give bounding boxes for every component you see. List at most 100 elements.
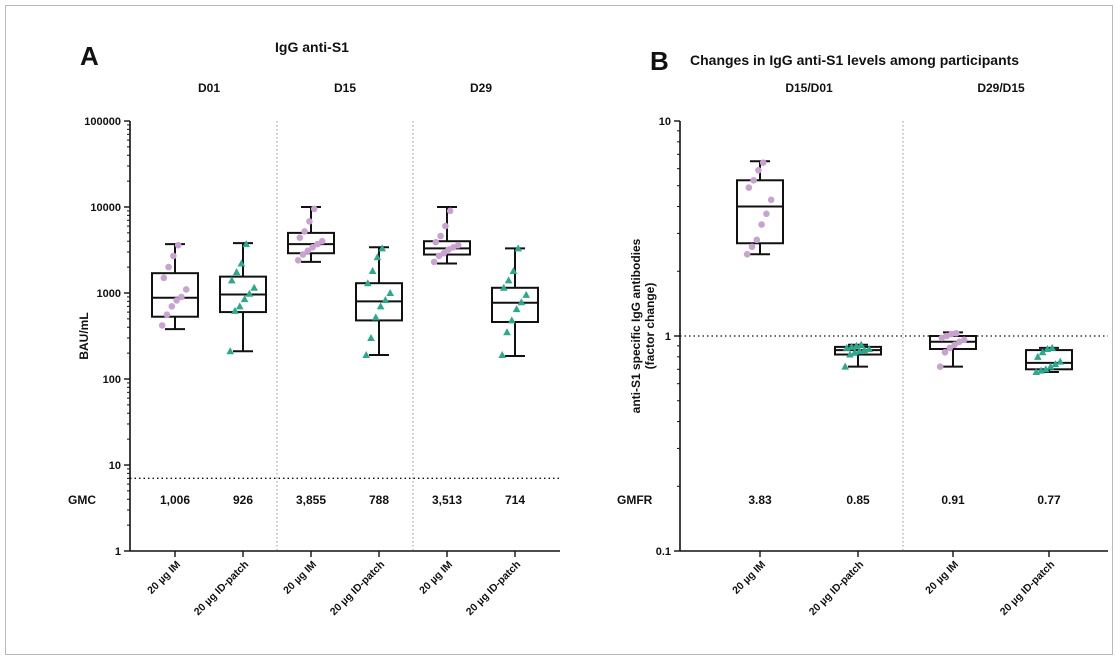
pb-box-d29-d15-20-g-im-point xyxy=(936,363,944,370)
pb-box-d15-d01-20-g-im-point xyxy=(758,221,765,228)
panel-letter-a: A xyxy=(80,41,99,71)
pa-box-d15-20-g-id-patch-point xyxy=(381,295,390,303)
pb-box-d29-d15-20-g-id-patch-point xyxy=(1042,365,1050,373)
pa-box-d15-20-g-id-patch-point xyxy=(362,351,370,359)
pb-box-d15-d01-20-g-id-patch-point xyxy=(857,340,865,348)
pa-box-d29-20-g-id-patch-stat-value: 714 xyxy=(505,493,525,507)
pa-box-d15-20-g-im-point xyxy=(294,257,302,264)
pb-box-d15-d01-20-g-id-patch-category-label: 20 µg ID-patch xyxy=(807,559,866,618)
pb-box-d29-d15-20-g-im-point xyxy=(951,341,958,349)
pa-box-d01-20-g-im-iqr-box xyxy=(151,272,199,318)
pb-box-d29-d15-20-g-id-patch-point xyxy=(1051,360,1060,368)
pa-group-label-d29: D29 xyxy=(470,81,492,95)
plot-area-b: 0.1 1 10 anti-S1 specific IgG antibodies (fa… xyxy=(617,81,1108,618)
pb-box-d15-d01-20-g-im-category-label: 20 µg IM xyxy=(730,558,768,596)
pb-box-d29-d15-20-g-id-patch-point xyxy=(1056,357,1064,365)
figure-frame xyxy=(5,5,1113,655)
pa-y-axis-title: BAU/mL xyxy=(77,312,91,359)
pa-box-d01-20-g-id-patch-point xyxy=(240,295,249,303)
pb-box-d15-d01-20-g-im-point xyxy=(743,250,751,258)
pa-box-d01-20-g-im-point xyxy=(168,303,176,310)
pb-box-d15-d01-20-g-im-point xyxy=(763,210,770,218)
pa-box-d01-20-g-im-point xyxy=(165,263,172,271)
chart-title-a: IgG anti-S1 xyxy=(275,39,349,55)
pa-box-d15-20-g-im-point xyxy=(306,218,313,225)
pb-box-d29-d15-20-g-id-patch-point xyxy=(1034,352,1042,360)
pa-y-tick-label-100: 100 xyxy=(103,374,121,386)
chart-title-b: Changes in IgG anti-S1 levels among part… xyxy=(690,52,1019,68)
pa-box-d29-20-g-im-point xyxy=(430,258,438,266)
pa-y-tick-label-10000: 10000 xyxy=(90,202,121,214)
pb-y-tick-label-0-1: 0.1 xyxy=(656,546,671,558)
plot-area-a: 1 10 100 1000 10000 100000 BAU/mL D01 D15 D29 GMC 2… xyxy=(68,81,560,618)
pb-y-axis-title: anti-S1 specific IgG antibodies xyxy=(629,238,643,413)
pb-box-d29-d15-20-g-im-stat-value: 0.91 xyxy=(941,493,965,507)
pa-box-d01-20-g-id-patch-point xyxy=(245,289,254,297)
pa-box-d29-20-g-id-patch-point xyxy=(517,298,526,306)
pa-box-d29-20-g-im-point xyxy=(432,238,440,246)
pa-box-d01-20-g-id-patch-point xyxy=(226,347,234,355)
pa-box-d01-20-g-id-patch-point xyxy=(232,268,241,276)
pa-box-d29-20-g-id-patch-point xyxy=(508,316,516,324)
pa-y-tick-label-100000: 100000 xyxy=(84,116,121,128)
pb-box-d15-d01-20-g-im-point xyxy=(759,159,767,166)
pa-box-d01-20-g-id-patch-category-label: 20 µg ID-patch xyxy=(192,559,251,618)
pa-box-d29-20-g-im-category-label: 20 µg IM xyxy=(417,558,455,596)
pa-box-d29-20-g-im-point xyxy=(437,232,444,240)
pa-box-d29-20-g-im-point xyxy=(435,252,443,260)
pa-box-d01-20-g-id-patch-point xyxy=(231,306,239,314)
pb-box-d15-d01-20-g-im-point xyxy=(745,184,753,191)
pa-box-d15-20-g-im-point xyxy=(310,205,318,213)
pa-box-d29-20-g-id-patch-point xyxy=(503,328,511,336)
pa-box-d15-20-g-id-patch-point xyxy=(378,244,386,252)
pa-box-d15-20-g-im-stat-value: 3,855 xyxy=(296,493,326,507)
pa-box-d15-20-g-im-point xyxy=(318,237,326,245)
pa-box-d01-20-g-im-point xyxy=(178,293,185,301)
pa-box-d15-20-g-id-patch-point xyxy=(386,289,394,296)
pb-y-tick-label-10: 10 xyxy=(659,116,671,128)
pb-box-d29-d15-20-g-im-point xyxy=(960,336,968,344)
pa-box-d01-20-g-im-category-label: 20 µg IM xyxy=(145,558,183,596)
pb-box-d29-d15-20-g-id-patch-point xyxy=(1038,348,1047,356)
pa-box-d15-20-g-im-iqr-box xyxy=(287,231,335,255)
pa-box-d15-20-g-id-patch-point xyxy=(376,302,385,310)
pa-box-d01-20-g-im-point xyxy=(158,322,166,329)
pb-box-d29-d15-20-g-id-patch-point xyxy=(1048,343,1056,351)
pb-box-d15-d01-20-g-im-iqr-box xyxy=(736,179,784,245)
pb-box-d29-d15-20-g-id-patch-category-label: 20 µg ID-patch xyxy=(998,559,1057,618)
pb-stat-name-label: GMFR xyxy=(617,493,653,507)
pa-box-d15-20-g-id-patch-stat-value: 788 xyxy=(369,493,389,507)
pb-box-d15-d01-20-g-im-point xyxy=(750,176,757,184)
pa-box-d29-20-g-id-patch-point xyxy=(522,290,530,298)
pa-box-d29-20-g-id-patch-category-label: 20 µg ID-patch xyxy=(464,559,523,618)
pa-group-label-d15: D15 xyxy=(334,81,356,95)
pb-box-d15-d01-20-g-im-stat-value: 3.83 xyxy=(748,493,772,507)
pb-y-tick-label-1: 1 xyxy=(665,331,671,343)
pb-group-label-d29-d15: D29/D15 xyxy=(977,81,1025,95)
pa-box-d01-20-g-id-patch-point xyxy=(237,259,246,267)
pb-box-d15-d01-20-g-im-point xyxy=(753,236,761,244)
pa-box-d15-20-g-id-patch-point xyxy=(367,333,375,341)
pa-box-d01-20-g-im-point xyxy=(160,274,168,282)
pa-box-d01-20-g-im-point xyxy=(170,252,177,260)
pb-box-d29-d15-20-g-im-category-label: 20 µg IM xyxy=(923,558,961,596)
pa-y-tick-label-1: 1 xyxy=(115,546,121,558)
pa-box-d15-20-g-id-patch-category-label: 20 µg ID-patch xyxy=(328,559,387,618)
pa-box-d01-20-g-im-point xyxy=(182,286,190,293)
pa-box-d29-20-g-im-point xyxy=(446,207,454,215)
pa-box-d15-20-g-id-patch-point xyxy=(364,279,372,287)
pa-box-d15-20-g-im-category-label: 20 µg IM xyxy=(281,558,319,596)
pa-box-d29-20-g-id-patch-point xyxy=(500,283,508,291)
pa-y-tick-label-1000: 1000 xyxy=(97,288,121,300)
pa-box-d29-20-g-id-patch-point xyxy=(514,244,522,252)
pa-box-d01-20-g-id-patch-point xyxy=(242,240,250,248)
pa-group-label-d01: D01 xyxy=(198,81,220,95)
pa-box-d15-20-g-id-patch-point xyxy=(368,267,377,275)
pb-group-label-d15-d01: D15/D01 xyxy=(785,81,833,95)
pa-box-d29-20-g-im-point xyxy=(442,222,449,230)
pa-box-d01-20-g-id-patch-stat-value: 926 xyxy=(233,493,253,507)
pa-stat-name-label: GMC xyxy=(68,493,96,507)
pa-box-d01-20-g-im-point xyxy=(163,311,171,318)
pb-box-d15-d01-20-g-im-point xyxy=(767,196,775,204)
